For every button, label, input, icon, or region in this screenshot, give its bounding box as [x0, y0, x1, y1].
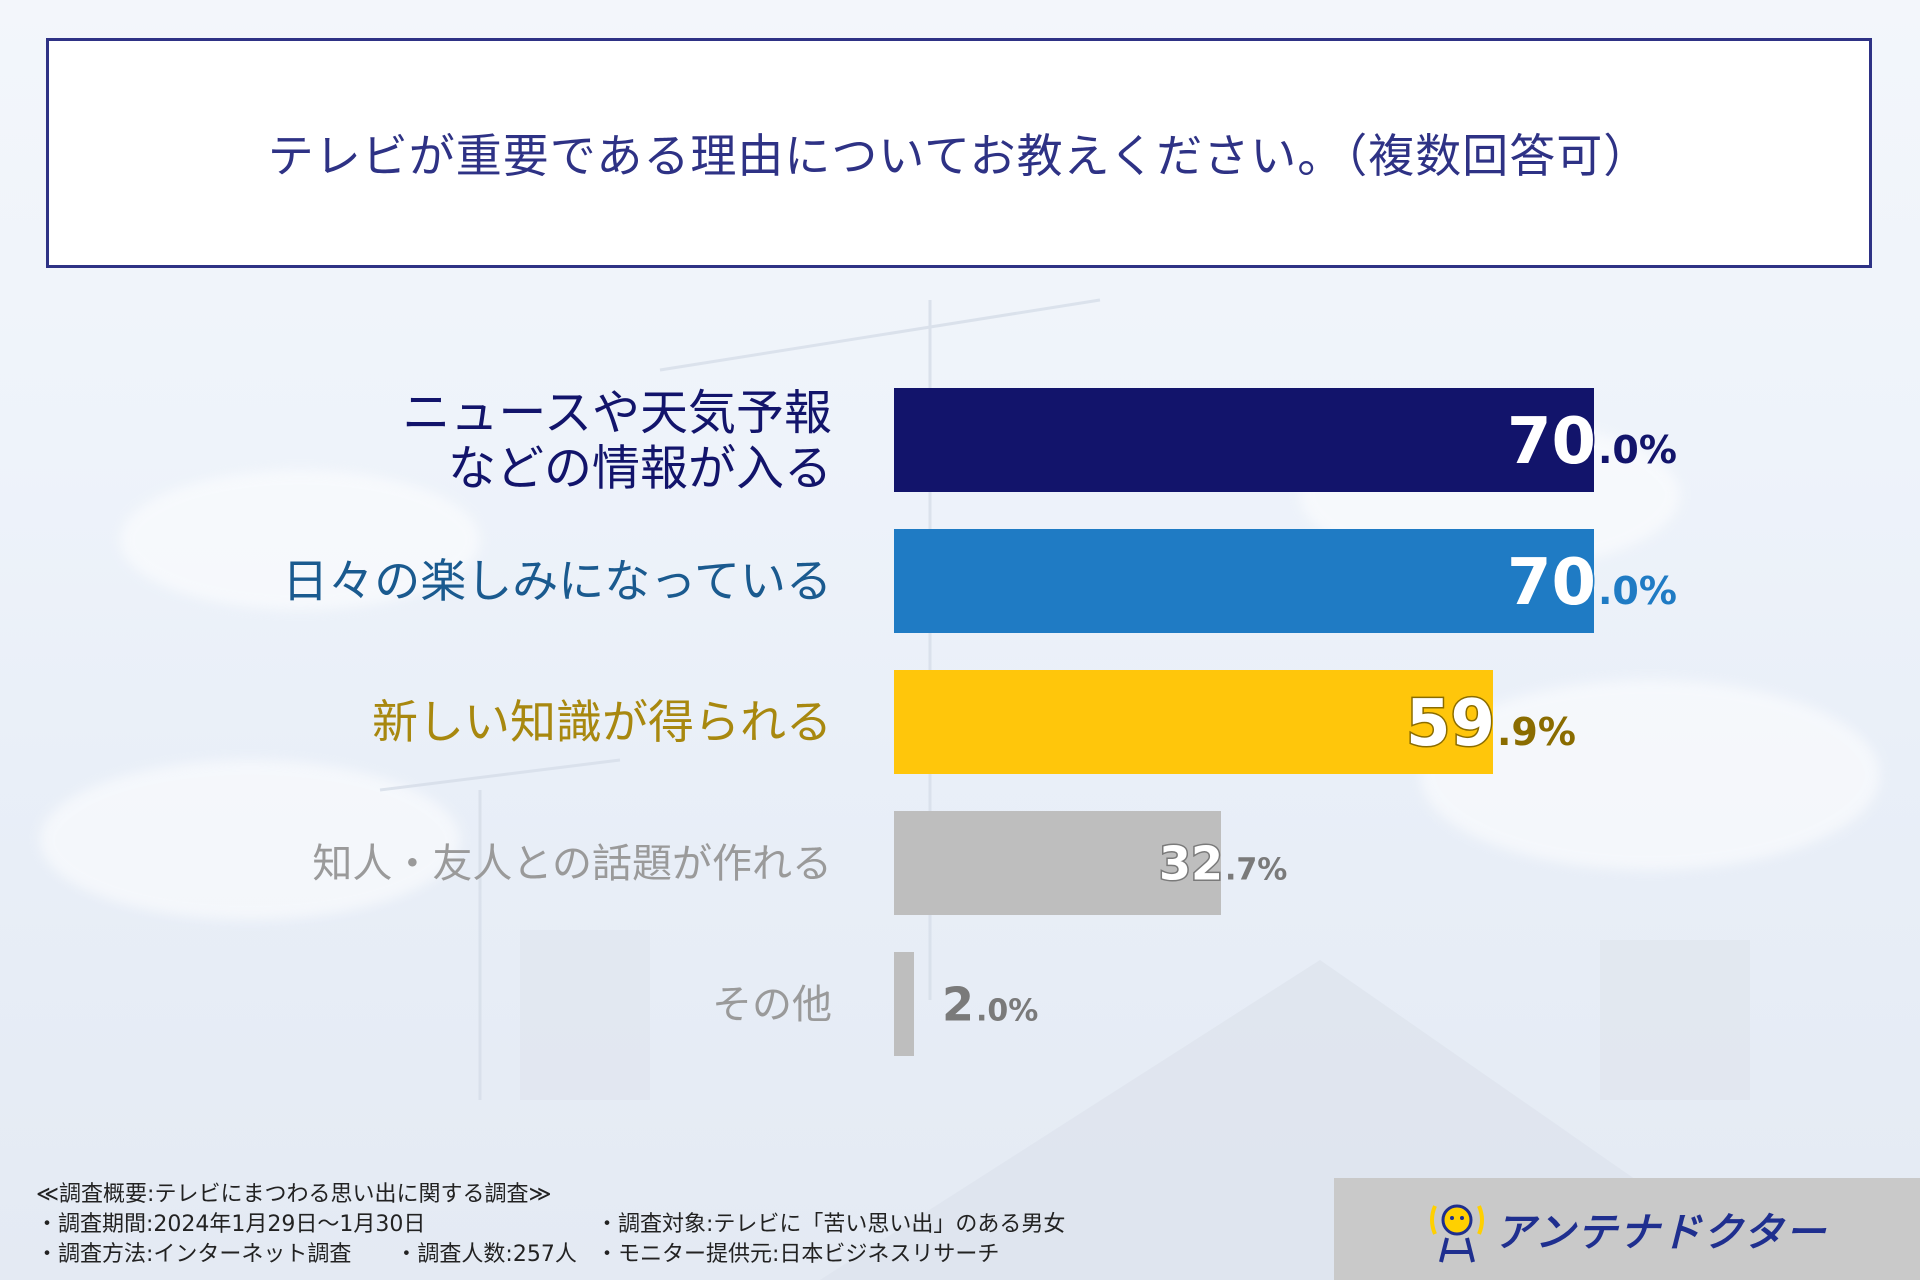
value-label-dec-4: .0%: [976, 994, 1038, 1029]
value-label-int-4: 2: [942, 978, 974, 1032]
category-label-4: その他: [712, 982, 832, 1028]
chart-title: テレビが重要である理由についてお教えください。（複数回答可）: [267, 129, 1651, 183]
category-label-1: 日々の楽しみになっている: [282, 554, 832, 608]
survey-heading: ≪調査概要:テレビにまつわる思い出に関する調査≫: [36, 1182, 552, 1207]
value-label-int-1: 70: [1507, 546, 1596, 620]
value-label-int-2: 59: [1406, 687, 1495, 761]
logo-box: アンテナドクター: [1334, 1178, 1920, 1280]
survey-method: ・調査方法:インターネット調査: [36, 1242, 352, 1267]
survey-period: ・調査期間:2024年1月29日〜1月30日: [36, 1212, 426, 1237]
bar-0: [894, 388, 1594, 492]
survey-count: ・調査人数:257人: [395, 1242, 577, 1267]
title-box: テレビが重要である理由についてお教えください。（複数回答可）: [46, 38, 1872, 268]
category-label-3: 知人・友人との話題が作れる: [312, 841, 832, 887]
bar-2: [894, 670, 1493, 774]
survey-footer: ≪調査概要:テレビにまつわる思い出に関する調査≫ ・調査期間:2024年1月29…: [36, 1180, 1065, 1270]
bar-4: [894, 952, 914, 1056]
category-label-0-line-0: ニュースや天気予報: [402, 385, 832, 441]
bar-3: [894, 811, 1221, 915]
survey-monitor: ・モニター提供元:日本ビジネスリサーチ: [596, 1242, 1000, 1267]
value-label-dec-1: .0%: [1598, 569, 1677, 613]
survey-target: ・調査対象:テレビに「苦い思い出」のある男女: [596, 1212, 1066, 1237]
value-label-dec-0: .0%: [1598, 428, 1677, 472]
bar-1: [894, 529, 1594, 633]
value-label-int-3: 32: [1159, 837, 1223, 891]
value-label-dec-3: .7%: [1225, 853, 1287, 888]
logo-text: アンテナドクター: [1494, 1210, 1828, 1256]
antenna-icon: [1429, 1204, 1484, 1263]
value-label-dec-2: .9%: [1497, 710, 1576, 754]
category-label-2: 新しい知識が得られる: [372, 695, 832, 749]
category-label-0-line-1: などの情報が入る: [448, 440, 832, 496]
value-label-int-0: 70: [1507, 405, 1596, 479]
